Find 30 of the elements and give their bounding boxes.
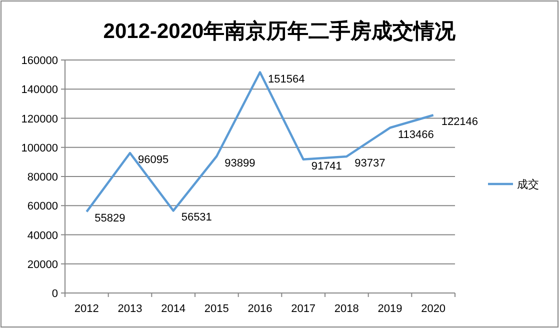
x-tick-label: 2018 [334,303,359,315]
y-tick-label: 120000 [21,113,58,126]
y-tick-label: 0 [52,288,58,300]
data-label: 122146 [441,116,478,128]
y-tick-label: 140000 [21,84,58,96]
x-tick-label: 2012 [74,303,99,315]
x-tick-label: 2014 [161,303,186,315]
data-label: 93737 [354,157,386,170]
x-tick-label: 2013 [118,303,142,315]
y-tick-label: 80000 [27,172,58,184]
y-tick-label: 40000 [27,230,58,242]
data-label: 96095 [138,154,169,166]
x-tick-label: 2015 [204,303,229,315]
x-tick-label: 2016 [248,303,272,315]
data-label: 151564 [268,73,305,86]
y-tick-label: 160000 [21,55,58,67]
legend-label: 成交 [517,178,539,191]
chart-title: 2012-2020年南京历年二手房成交情况 [103,19,457,43]
data-label: 113466 [398,128,434,141]
data-label: 56531 [181,212,212,224]
line-series [86,71,434,213]
data-label: 91741 [311,160,342,172]
y-tick-label: 60000 [27,200,58,213]
x-tick-label: 2017 [291,303,316,315]
data-label: 93899 [224,157,256,170]
x-tick-label: 2019 [378,303,402,315]
y-tick-label: 100000 [21,142,58,154]
x-tick-label: 2020 [421,303,446,315]
y-tick-label: 20000 [27,258,58,271]
data-label: 55829 [94,212,126,225]
